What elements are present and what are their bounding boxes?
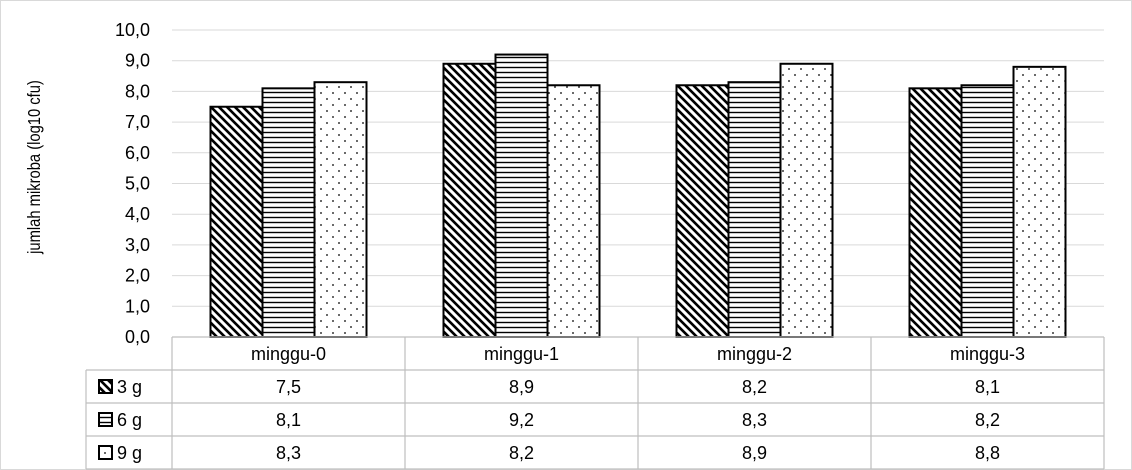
y-tick-label: 1,0 bbox=[125, 296, 150, 316]
data-table: minggu-0 minggu-1 minggu-2 minggu-3 3 g 7,5 8,… bbox=[85, 336, 1105, 470]
y-tick-label: 6,0 bbox=[125, 143, 150, 163]
legend-label: 6 g bbox=[117, 410, 142, 430]
legend-label: 9 g bbox=[117, 443, 142, 463]
y-tick-label: 7,0 bbox=[125, 112, 150, 132]
bar-3g-minggu-2 bbox=[675, 84, 730, 339]
data-table-value: 8,2 bbox=[742, 377, 767, 397]
data-table-value: 8,3 bbox=[742, 410, 767, 430]
bar-6g-minggu-3 bbox=[960, 84, 1015, 339]
data-table-value: 8,9 bbox=[742, 443, 767, 463]
data-table-value: 8,3 bbox=[276, 443, 301, 463]
y-axis-ticks: 0,0 1,0 2,0 3,0 4,0 5,0 6,0 7,0 8,0 9,0 10,0 bbox=[115, 20, 150, 347]
y-tick-label: 0,0 bbox=[125, 327, 150, 347]
legend-key-3g bbox=[98, 379, 113, 394]
bar-6g-minggu-1 bbox=[494, 53, 549, 339]
x-category-label: minggu-2 bbox=[717, 344, 792, 364]
legend-key-6g bbox=[98, 412, 113, 427]
legend-label: 3 g bbox=[117, 377, 142, 397]
y-tick-label: 2,0 bbox=[125, 266, 150, 286]
bar-9g-minggu-1 bbox=[546, 84, 601, 339]
bar-3g-minggu-3 bbox=[908, 87, 963, 338]
data-table-value: 8,9 bbox=[509, 377, 534, 397]
x-category-label: minggu-0 bbox=[251, 344, 326, 364]
data-table-value: 8,8 bbox=[975, 443, 1000, 463]
bar-3g-minggu-0 bbox=[209, 105, 264, 338]
bar-9g-minggu-3 bbox=[1012, 65, 1067, 338]
x-category-label: minggu-3 bbox=[950, 344, 1025, 364]
data-table-value: 8,2 bbox=[975, 410, 1000, 430]
data-table-value: 7,5 bbox=[276, 377, 301, 397]
bar-9g-minggu-0 bbox=[313, 81, 368, 338]
data-table-value: 8,1 bbox=[975, 377, 1000, 397]
bar-6g-minggu-0 bbox=[261, 87, 316, 338]
y-tick-label: 3,0 bbox=[125, 235, 150, 255]
bar-3g-minggu-1 bbox=[442, 62, 497, 339]
data-table-value: 9,2 bbox=[509, 410, 534, 430]
bars bbox=[209, 53, 1067, 339]
y-tick-label: 9,0 bbox=[125, 51, 150, 71]
bar-9g-minggu-2 bbox=[779, 62, 834, 339]
data-table-value: 8,1 bbox=[276, 410, 301, 430]
y-tick-label: 4,0 bbox=[125, 204, 150, 224]
x-category-label: minggu-1 bbox=[484, 344, 559, 364]
y-axis-label: jumlah mikroba (log10 cfu) bbox=[25, 80, 45, 255]
y-tick-label: 8,0 bbox=[125, 81, 150, 101]
data-table-value: 8,2 bbox=[509, 443, 534, 463]
y-tick-label: 5,0 bbox=[125, 174, 150, 194]
bar-6g-minggu-2 bbox=[727, 81, 782, 338]
y-tick-label: 10,0 bbox=[115, 20, 150, 40]
legend-key-9g bbox=[98, 445, 113, 460]
